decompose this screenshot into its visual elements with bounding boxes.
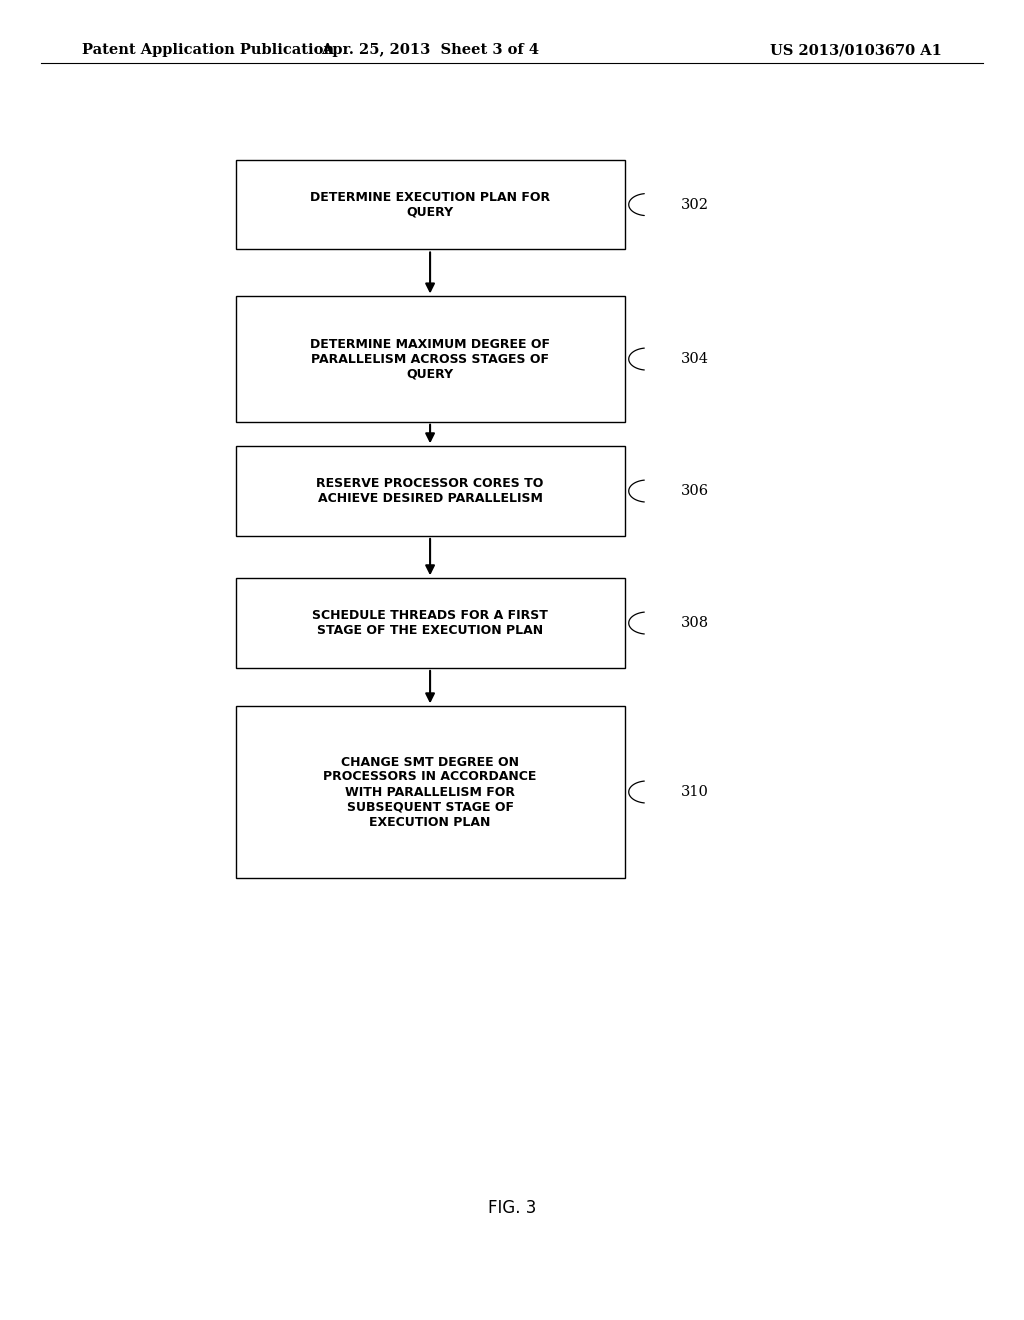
FancyBboxPatch shape bbox=[236, 297, 625, 422]
Text: 302: 302 bbox=[681, 198, 709, 211]
Text: CHANGE SMT DEGREE ON
PROCESSORS IN ACCORDANCE
WITH PARALLELISM FOR
SUBSEQUENT ST: CHANGE SMT DEGREE ON PROCESSORS IN ACCOR… bbox=[324, 755, 537, 829]
FancyBboxPatch shape bbox=[236, 706, 625, 878]
Text: US 2013/0103670 A1: US 2013/0103670 A1 bbox=[770, 44, 942, 57]
Text: 306: 306 bbox=[681, 484, 709, 498]
FancyBboxPatch shape bbox=[236, 446, 625, 536]
Text: DETERMINE MAXIMUM DEGREE OF
PARALLELISM ACROSS STAGES OF
QUERY: DETERMINE MAXIMUM DEGREE OF PARALLELISM … bbox=[310, 338, 550, 380]
FancyBboxPatch shape bbox=[236, 160, 625, 249]
Text: 304: 304 bbox=[681, 352, 709, 366]
Text: 308: 308 bbox=[681, 616, 709, 630]
FancyBboxPatch shape bbox=[236, 578, 625, 668]
Text: DETERMINE EXECUTION PLAN FOR
QUERY: DETERMINE EXECUTION PLAN FOR QUERY bbox=[310, 190, 550, 219]
Text: Patent Application Publication: Patent Application Publication bbox=[82, 44, 334, 57]
Text: SCHEDULE THREADS FOR A FIRST
STAGE OF THE EXECUTION PLAN: SCHEDULE THREADS FOR A FIRST STAGE OF TH… bbox=[312, 609, 548, 638]
Text: RESERVE PROCESSOR CORES TO
ACHIEVE DESIRED PARALLELISM: RESERVE PROCESSOR CORES TO ACHIEVE DESIR… bbox=[316, 477, 544, 506]
Text: FIG. 3: FIG. 3 bbox=[487, 1199, 537, 1217]
Text: Apr. 25, 2013  Sheet 3 of 4: Apr. 25, 2013 Sheet 3 of 4 bbox=[322, 44, 539, 57]
Text: 310: 310 bbox=[681, 785, 709, 799]
